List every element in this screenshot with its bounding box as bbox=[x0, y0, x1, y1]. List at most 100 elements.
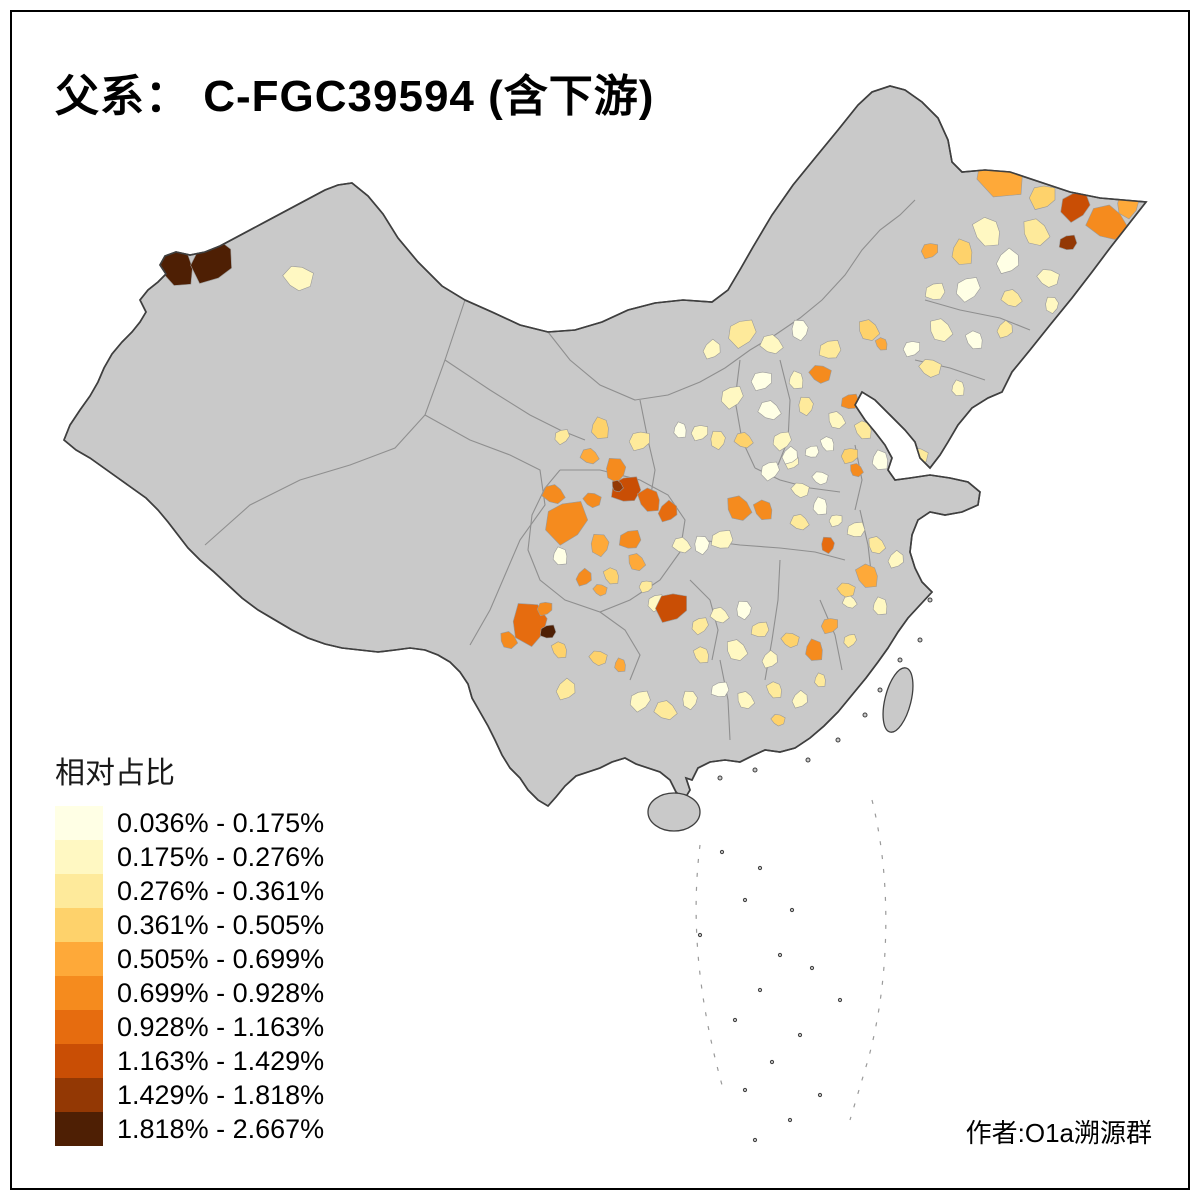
south-china-sea-dash-line bbox=[695, 799, 887, 1121]
map-region bbox=[814, 672, 826, 688]
map-region bbox=[1085, 204, 1129, 240]
map-region bbox=[720, 385, 744, 410]
map-region bbox=[582, 492, 602, 509]
map-region bbox=[791, 319, 809, 342]
legend-swatch bbox=[55, 1112, 103, 1146]
map-region bbox=[791, 689, 808, 709]
map-region bbox=[541, 484, 566, 505]
attribution: 作者:O1a溯源群 bbox=[965, 1118, 1152, 1148]
map-region bbox=[765, 681, 782, 699]
map-region bbox=[1000, 289, 1023, 308]
map-region bbox=[614, 657, 626, 673]
map-region bbox=[956, 277, 981, 303]
legend-label: 0.928% - 1.163% bbox=[117, 1011, 325, 1042]
legend-swatch bbox=[55, 840, 103, 874]
map-region bbox=[818, 339, 842, 359]
legend-swatch bbox=[55, 942, 103, 976]
map-region bbox=[733, 431, 754, 449]
map-region bbox=[545, 501, 589, 546]
map-region bbox=[789, 513, 810, 531]
map-region bbox=[872, 596, 888, 616]
legend-label: 1.429% - 1.818% bbox=[117, 1079, 325, 1110]
map-region bbox=[618, 529, 642, 549]
map-region bbox=[592, 584, 608, 597]
map-region bbox=[727, 495, 753, 521]
map-region bbox=[710, 529, 734, 549]
map-region bbox=[628, 431, 650, 452]
map-region bbox=[868, 536, 887, 555]
legend-row: 0.175% - 0.276% bbox=[55, 840, 324, 874]
map-region bbox=[760, 461, 780, 482]
map-region bbox=[1023, 218, 1051, 246]
legend-row: 0.699% - 0.928% bbox=[55, 976, 324, 1010]
map-region bbox=[590, 533, 610, 558]
legend-label: 1.818% - 2.667% bbox=[117, 1113, 325, 1144]
map-region bbox=[757, 400, 782, 421]
legend-row: 0.276% - 0.361% bbox=[55, 874, 324, 908]
map-region bbox=[770, 714, 786, 727]
map-region bbox=[539, 624, 557, 639]
map-region bbox=[554, 429, 570, 446]
map-region bbox=[709, 606, 730, 624]
map-region bbox=[692, 646, 709, 664]
map-region bbox=[637, 487, 660, 512]
legend-swatch bbox=[55, 908, 103, 942]
map-region bbox=[673, 421, 687, 439]
legend-swatch bbox=[55, 1044, 103, 1078]
map-region bbox=[550, 641, 567, 659]
legend-row: 1.818% - 2.667% bbox=[55, 1112, 324, 1146]
map-region bbox=[702, 338, 721, 360]
map-region bbox=[536, 601, 553, 617]
map-region bbox=[1058, 234, 1078, 251]
legend-label: 0.505% - 0.699% bbox=[117, 943, 325, 974]
map-region bbox=[736, 600, 752, 621]
page-title: 父系： C-FGC39594 (含下游) bbox=[55, 72, 655, 121]
taiwan-island bbox=[882, 667, 914, 733]
south-china-sea-islands bbox=[697, 849, 843, 1143]
legend-swatch bbox=[55, 1078, 103, 1112]
map-region bbox=[611, 479, 624, 493]
map-region bbox=[671, 536, 692, 554]
map-region bbox=[996, 247, 1019, 274]
map-region bbox=[761, 649, 778, 669]
map-region bbox=[820, 618, 839, 635]
map-region bbox=[964, 330, 983, 350]
legend-swatch bbox=[55, 806, 103, 840]
map-region bbox=[840, 448, 859, 465]
legend-swatch bbox=[55, 1010, 103, 1044]
map-region bbox=[858, 319, 881, 341]
map-region bbox=[808, 365, 832, 384]
legend: 相对占比 0.036% - 0.175% 0.175% - 0.276% 0.2… bbox=[55, 748, 324, 1146]
map-region bbox=[790, 482, 810, 499]
map-region bbox=[841, 595, 858, 609]
legend-label: 0.175% - 0.276% bbox=[117, 841, 325, 872]
coastal-islets bbox=[717, 597, 933, 781]
map-region bbox=[819, 436, 835, 452]
map-region bbox=[804, 445, 820, 458]
map-region bbox=[682, 690, 698, 711]
map-region bbox=[1045, 296, 1059, 314]
map-region bbox=[657, 499, 678, 523]
legend-label: 0.036% - 0.175% bbox=[117, 807, 325, 838]
legend-label: 0.361% - 0.505% bbox=[117, 909, 325, 940]
map-region bbox=[759, 334, 784, 355]
map-region bbox=[653, 700, 678, 721]
legend-row: 1.163% - 1.429% bbox=[55, 1044, 324, 1078]
map-region bbox=[951, 238, 973, 265]
map-region bbox=[828, 514, 843, 528]
map-region bbox=[805, 638, 823, 661]
legend-swatch bbox=[55, 874, 103, 908]
map-region bbox=[902, 341, 921, 358]
map-region bbox=[629, 690, 651, 713]
map-region bbox=[811, 471, 829, 486]
legend-label: 1.163% - 1.429% bbox=[117, 1045, 325, 1076]
legend-swatch bbox=[55, 976, 103, 1010]
legend-label: 0.276% - 0.361% bbox=[117, 875, 325, 906]
map-region bbox=[930, 318, 954, 342]
map-region bbox=[628, 553, 647, 572]
legend-row: 1.429% - 1.818% bbox=[55, 1078, 324, 1112]
map-region bbox=[575, 567, 592, 587]
map-region bbox=[889, 429, 906, 449]
map-region bbox=[512, 603, 548, 647]
map-region bbox=[690, 425, 709, 442]
